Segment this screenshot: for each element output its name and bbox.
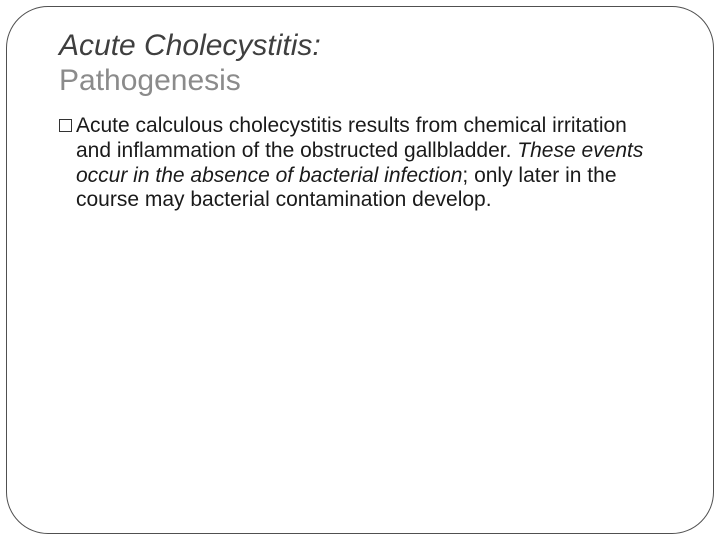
body-block: Acute calculous cholecystitis results fr… <box>59 114 661 213</box>
slide-frame: Acute Cholecystitis: Pathogenesis Acute … <box>6 6 714 534</box>
slide-title-topic: Acute Cholecystitis: <box>59 29 661 64</box>
body-paragraph: Acute calculous cholecystitis results fr… <box>76 114 661 213</box>
slide-title-sub: Pathogenesis <box>59 64 661 99</box>
square-bullet-icon <box>59 119 72 132</box>
